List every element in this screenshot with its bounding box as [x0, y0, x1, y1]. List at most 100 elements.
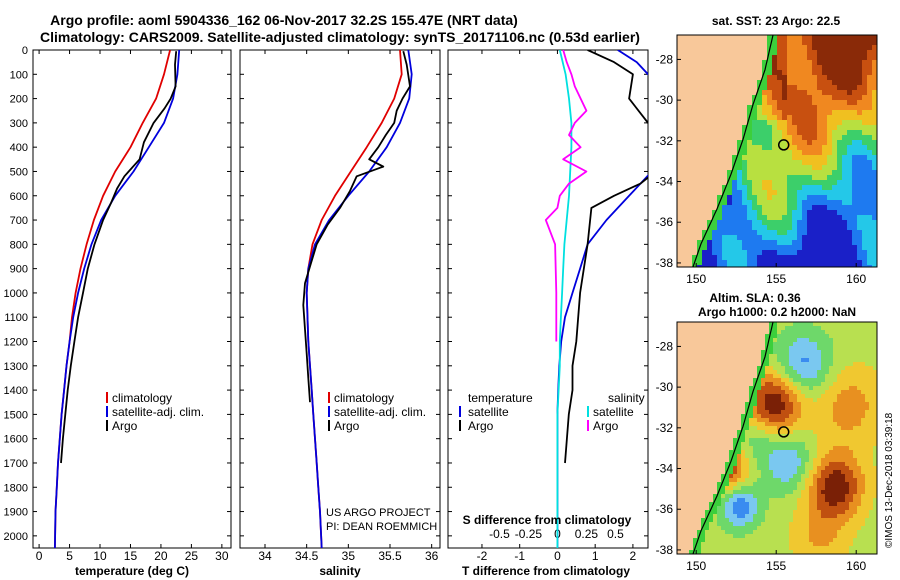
ocean-cell — [737, 240, 743, 246]
ocean-cell — [817, 418, 822, 423]
ocean-cell — [867, 235, 873, 241]
ocean-cell — [733, 550, 738, 554]
ocean-cell — [797, 374, 802, 379]
ocean-cell — [792, 200, 798, 206]
ocean-cell — [737, 235, 743, 241]
ocean-cell — [757, 494, 762, 499]
ocean-cell — [809, 470, 814, 475]
ocean-cell — [793, 374, 798, 379]
ocean-cell — [789, 330, 794, 335]
ocean-cell — [769, 462, 774, 467]
ocean-cell — [809, 406, 814, 411]
ocean-cell — [757, 140, 763, 146]
ocean-cell — [797, 220, 803, 226]
ocean-cell — [865, 498, 870, 503]
ocean-cell — [862, 85, 868, 91]
ocean-cell — [785, 446, 790, 451]
ocean-cell — [727, 220, 733, 226]
ocean-cell — [757, 205, 763, 211]
ocean-cell — [805, 474, 810, 479]
ocean-cell — [721, 534, 726, 539]
ocean-cell — [753, 494, 758, 499]
ocean-cell — [773, 434, 778, 439]
ocean-cell — [867, 195, 873, 201]
ocean-cell — [761, 494, 766, 499]
ocean-cell — [841, 486, 846, 491]
ocean-cell — [781, 530, 786, 535]
ocean-cell — [825, 350, 830, 355]
ocean-cell — [833, 474, 838, 479]
ocean-cell — [792, 130, 798, 136]
ocean-cell — [825, 434, 830, 439]
ocean-cell — [757, 235, 763, 241]
ocean-cell — [761, 362, 766, 367]
ocean-cell — [867, 170, 873, 176]
ocean-cell — [781, 486, 786, 491]
ocean-cell — [813, 534, 818, 539]
ocean-cell — [727, 245, 733, 251]
ocean-cell — [837, 180, 843, 186]
ocean-cell — [802, 40, 808, 46]
ocean-cell — [807, 125, 813, 131]
series-line-salinity-satellite — [556, 50, 573, 548]
ocean-cell — [781, 334, 786, 339]
ocean-cell — [745, 498, 750, 503]
ocean-cell — [833, 354, 838, 359]
ocean-cell — [727, 195, 733, 201]
ocean-cell — [809, 418, 814, 423]
ocean-cell — [857, 100, 863, 106]
ocean-cell — [761, 430, 766, 435]
ocean-cell — [787, 50, 793, 56]
ocean-cell — [873, 462, 877, 467]
ocean-cell — [737, 518, 742, 523]
ocean-cell — [733, 506, 738, 511]
ocean-cell — [869, 510, 874, 515]
ocean-cell — [869, 514, 874, 519]
ocean-cell — [817, 330, 822, 335]
ocean-cell — [747, 105, 753, 111]
ocean-cell — [857, 398, 862, 403]
ocean-cell — [773, 482, 778, 487]
ocean-cell — [793, 446, 798, 451]
ocean-cell — [777, 75, 783, 81]
ocean-cell — [753, 430, 758, 435]
ocean-cell — [857, 438, 862, 443]
ocean-cell — [753, 518, 758, 523]
ocean-cell — [809, 322, 814, 327]
ocean-cell — [873, 406, 877, 411]
ocean-cell — [807, 140, 813, 146]
ocean-cell — [792, 70, 798, 76]
ocean-cell — [792, 230, 798, 236]
ocean-cell — [782, 240, 788, 246]
ocean-cell — [733, 486, 738, 491]
ocean-cell — [737, 542, 742, 547]
ocean-cell — [805, 402, 810, 407]
ocean-cell — [797, 326, 802, 331]
ocean-cell — [862, 105, 868, 111]
ocean-cell — [772, 180, 778, 186]
ocean-cell — [797, 414, 802, 419]
ocean-cell — [722, 190, 728, 196]
ocean-cell — [757, 155, 763, 161]
ocean-cell — [837, 506, 842, 511]
series-line-salinity-argo — [544, 50, 588, 342]
ocean-cell — [785, 366, 790, 371]
ocean-cell — [857, 486, 862, 491]
ocean-cell — [845, 530, 850, 535]
ocean-cell — [752, 175, 758, 181]
ocean-cell — [809, 458, 814, 463]
ocean-cell — [737, 506, 742, 511]
ocean-cell — [762, 185, 768, 191]
ocean-cell — [793, 418, 798, 423]
ocean-cell — [707, 235, 713, 241]
ocean-cell — [797, 542, 802, 547]
ocean-cell — [781, 462, 786, 467]
ocean-cell — [747, 220, 753, 226]
ocean-cell — [797, 434, 802, 439]
ocean-cell — [872, 45, 877, 51]
ocean-cell — [752, 165, 758, 171]
ocean-cell — [827, 265, 833, 267]
ocean-cell — [833, 446, 838, 451]
ocean-cell — [787, 220, 793, 226]
ocean-cell — [849, 542, 854, 547]
